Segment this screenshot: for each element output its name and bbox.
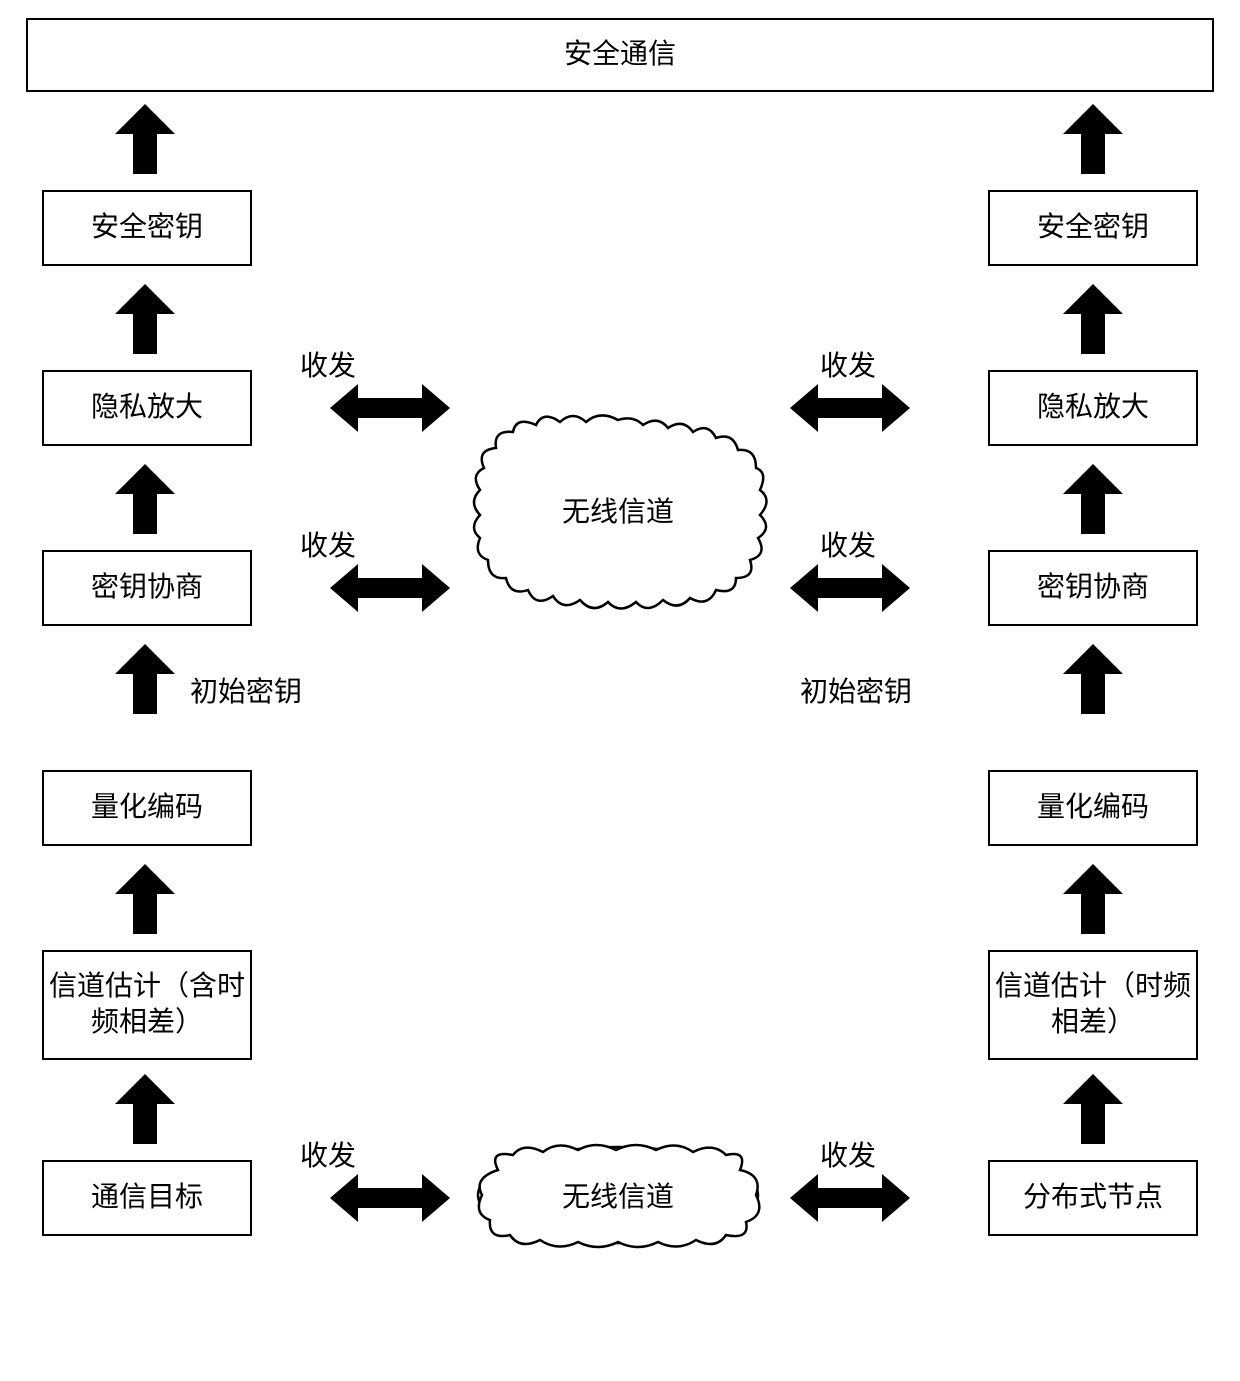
- left-sec-key: 安全密钥: [42, 190, 252, 266]
- arrow-up-icon: [1063, 104, 1123, 174]
- arrow-bidir-icon: [790, 564, 910, 612]
- arrow-up-icon: [1063, 464, 1123, 534]
- arrow-up-icon: [115, 104, 175, 174]
- arrow-up-icon: [115, 284, 175, 354]
- txrx-label: 收发: [820, 1134, 876, 1174]
- init-key-right-label: 初始密钥: [800, 670, 912, 710]
- txrx-label: 收发: [300, 524, 356, 564]
- arrow-bidir-icon: [790, 384, 910, 432]
- arrow-bidir-icon: [330, 384, 450, 432]
- right-key-neg: 密钥协商: [988, 550, 1198, 626]
- arrow-up-icon: [1063, 864, 1123, 934]
- arrow-bidir-icon: [790, 1174, 910, 1222]
- txrx-label: 收发: [300, 1134, 356, 1174]
- right-sec-key: 安全密钥: [988, 190, 1198, 266]
- arrow-up-icon: [1063, 1074, 1123, 1144]
- left-target: 通信目标: [42, 1160, 252, 1236]
- right-chan-est: 信道估计（时频相差）: [988, 950, 1198, 1060]
- cloud-top-label: 无线信道: [562, 490, 674, 530]
- right-quant: 量化编码: [988, 770, 1198, 846]
- arrow-up-icon: [1063, 644, 1123, 714]
- arrow-up-icon: [115, 464, 175, 534]
- arrow-up-icon: [115, 864, 175, 934]
- left-key-neg: 密钥协商: [42, 550, 252, 626]
- init-key-left-label: 初始密钥: [190, 670, 302, 710]
- arrow-bidir-icon: [330, 1174, 450, 1222]
- arrow-bidir-icon: [330, 564, 450, 612]
- arrow-up-icon: [115, 644, 175, 714]
- left-priv-amp: 隐私放大: [42, 370, 252, 446]
- right-priv-amp: 隐私放大: [988, 370, 1198, 446]
- cloud-bottom-label: 无线信道: [562, 1175, 674, 1215]
- top-box: 安全通信: [26, 18, 1214, 92]
- arrow-up-icon: [115, 1074, 175, 1144]
- right-dist-node: 分布式节点: [988, 1160, 1198, 1236]
- cloud-top: 无线信道: [468, 410, 768, 610]
- txrx-label: 收发: [820, 344, 876, 384]
- cloud-bottom: 无线信道: [468, 1140, 768, 1250]
- txrx-label: 收发: [300, 344, 356, 384]
- arrow-up-icon: [1063, 284, 1123, 354]
- txrx-label: 收发: [820, 524, 876, 564]
- left-quant: 量化编码: [42, 770, 252, 846]
- left-chan-est: 信道估计（含时频相差）: [42, 950, 252, 1060]
